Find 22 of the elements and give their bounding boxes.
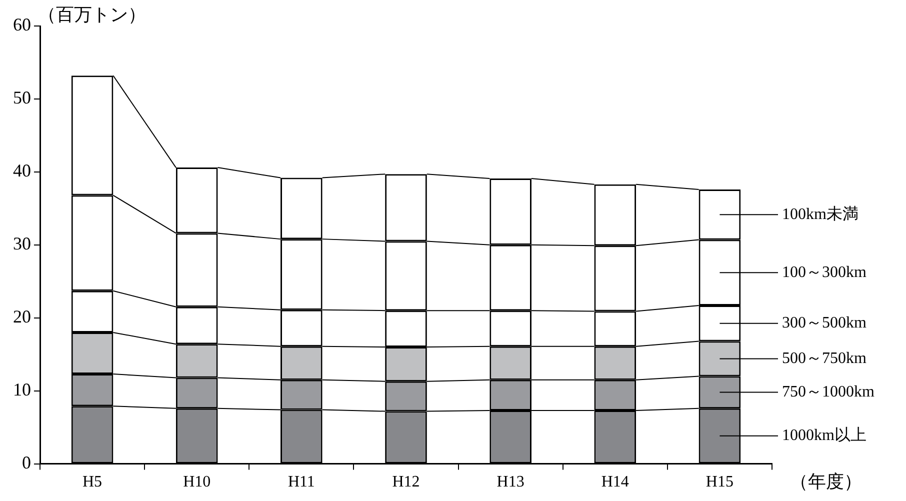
y-tick-label: 30	[13, 234, 31, 254]
x-tick-label: H15	[706, 474, 734, 491]
text: 100～300km	[782, 264, 867, 281]
text: 500～750km	[782, 350, 867, 367]
text: 750～1000km	[782, 383, 875, 400]
x-tick-label: H5	[82, 474, 102, 491]
y-tick-label: 60	[13, 14, 31, 35]
y-tick-label: 40	[13, 160, 31, 181]
x-tick-label: H13	[496, 474, 524, 491]
text: 300～500km	[782, 314, 867, 332]
x-tick-label: H12	[392, 474, 420, 491]
text: 1000km以上	[782, 426, 866, 444]
x-tick-label: H11	[288, 474, 315, 491]
x-axis-title: （年度）	[790, 472, 862, 492]
y-axis-title: （百万トン）	[38, 4, 146, 25]
text: 100km未満	[782, 204, 858, 223]
y-tick-label: 50	[13, 88, 31, 108]
y-tick-label: 20	[13, 306, 31, 327]
x-tick-label: H14	[601, 474, 629, 491]
y-tick-label: 10	[13, 380, 31, 400]
y-tick-label: 0	[22, 452, 31, 473]
x-tick-label: H10	[183, 474, 211, 491]
